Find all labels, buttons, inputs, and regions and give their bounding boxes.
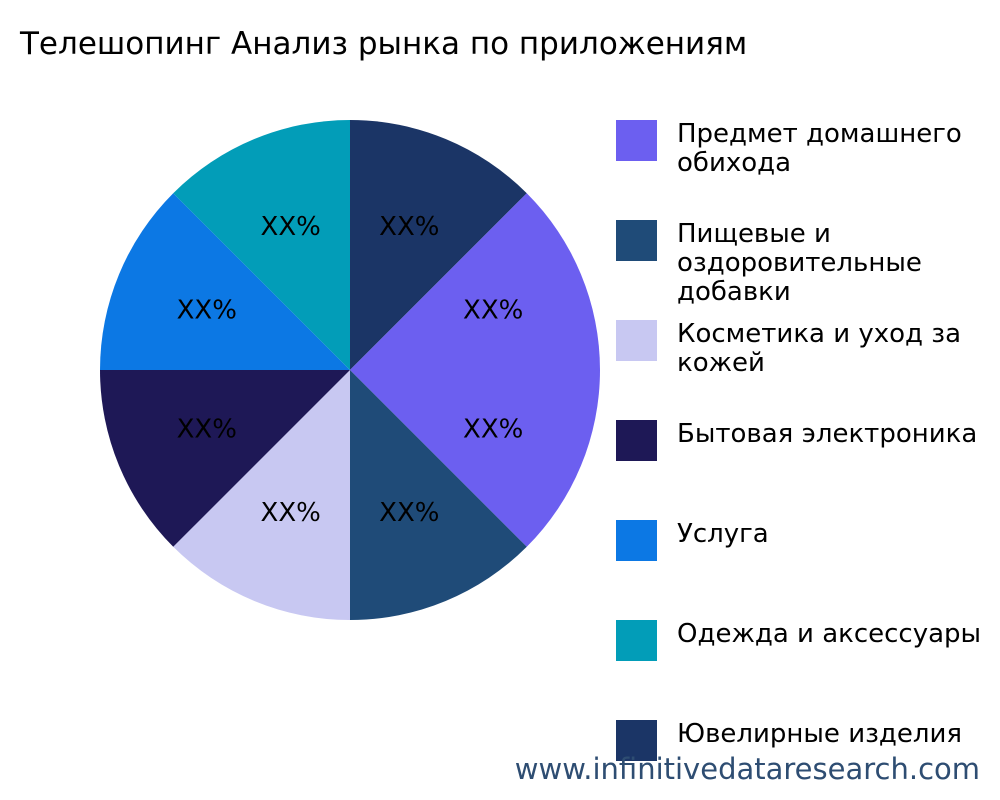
pie-slice <box>173 370 350 620</box>
pie-chart: XX% XX% XX% XX% XX% XX% XX% XX% <box>100 120 600 620</box>
pie-slices <box>100 120 600 620</box>
pie-data-label: XX% <box>379 498 439 528</box>
legend-label: Услуга <box>677 519 769 549</box>
legend-label: Бытовая электроника <box>677 419 978 449</box>
pie-data-label: XX% <box>463 414 523 444</box>
pie-slice <box>100 193 350 370</box>
legend-swatch <box>616 420 657 461</box>
pie-slice <box>173 120 350 370</box>
watermark: www.infinitivedataresearch.com <box>514 752 980 786</box>
pie-slice <box>100 370 350 547</box>
pie-slice <box>350 370 527 620</box>
legend-label: Одежда и аксессуары <box>677 619 982 649</box>
legend-swatch <box>616 620 657 661</box>
pie-data-label: XX% <box>177 414 237 444</box>
legend-label: Ювелирные изделия <box>677 719 963 749</box>
pie-data-label: XX% <box>463 296 523 326</box>
pie-data-label: XX% <box>379 212 439 242</box>
legend-swatch <box>616 120 657 161</box>
legend-swatch <box>616 220 657 261</box>
pie-slice <box>350 193 600 547</box>
legend-label: Предмет домашнего обихода <box>677 119 962 178</box>
pie-data-labels: XX% XX% XX% XX% XX% XX% XX% XX% <box>177 212 524 528</box>
pie-data-label: XX% <box>261 498 321 528</box>
pie-data-label: XX% <box>177 296 237 326</box>
legend-label: Косметика и уход за кожей <box>677 319 962 378</box>
legend-swatch <box>616 320 657 361</box>
chart-title: Телешопинг Анализ рынка по приложениям <box>20 26 748 62</box>
legend-swatch <box>616 720 657 761</box>
pie-data-label: XX% <box>261 212 321 242</box>
legend-label: Пищевые и оздоровительные добавки <box>677 219 922 307</box>
legend-swatch <box>616 520 657 561</box>
pie-slice <box>350 120 527 370</box>
